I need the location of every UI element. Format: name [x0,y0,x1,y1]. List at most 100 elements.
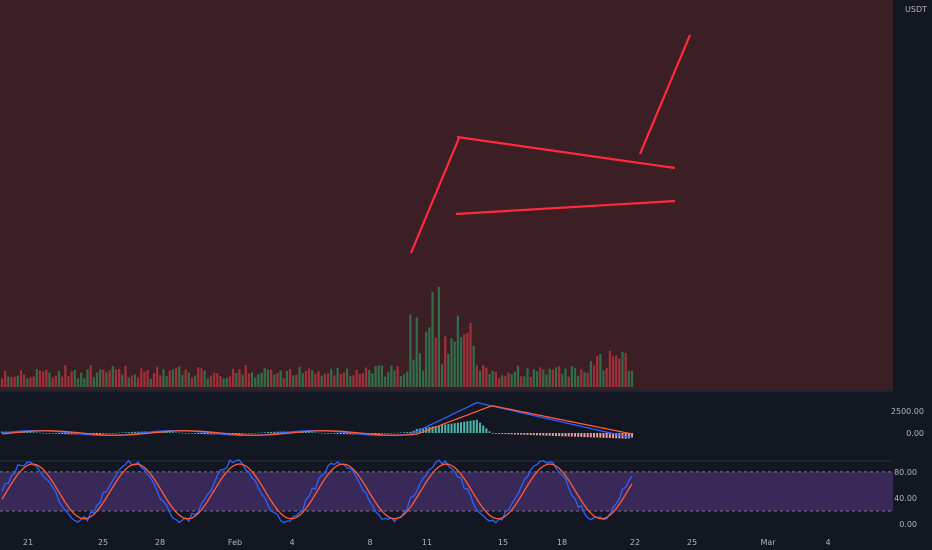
macd-histogram-bar [608,433,611,439]
volume-bar [38,370,42,387]
volume-bar [605,367,608,387]
volume-bar [390,365,393,387]
volume-bar [7,376,10,387]
time-tick-label: 25 [98,538,108,547]
volume-bar [364,367,368,387]
macd-histogram-bar [485,428,488,433]
volume-bar [434,337,437,387]
time-tick-label: 18 [557,538,567,547]
volume-bar [124,365,127,387]
macd-histogram-bar [346,433,349,435]
volume-bar [105,372,108,387]
macd-histogram-bar [333,433,336,434]
volume-bar [19,370,23,387]
impulse-leg-line[interactable] [409,137,461,254]
volume-bar [83,378,86,387]
volume-bar [317,371,320,387]
volume-bar [130,375,133,387]
macd-histogram-bar [64,433,67,435]
time-tick-label: 15 [498,538,508,547]
time-axis[interactable]: 21 25 28 Feb 4 8 11 15 18 22 25 Mar 4 [23,538,831,547]
macd-histogram-bar [393,432,396,434]
macd-histogram-bar [114,432,117,434]
volume-bar [615,355,618,387]
volume-bar [583,372,586,387]
macd-histogram-bar [545,433,548,436]
macd-histogram-bar [567,433,570,437]
axis-background [893,0,932,550]
macd-histogram-bar [48,433,51,434]
macd-histogram-bar [475,419,478,433]
macd-histogram-bar [450,423,453,433]
volume-bar [42,371,45,387]
volume-bar [209,375,213,387]
triangle-lower-trendline[interactable] [455,199,676,216]
volume-bar [304,370,308,387]
volume-bar [114,369,118,387]
volume-bar [216,373,219,387]
macd-histogram-bar [551,433,554,436]
macd-histogram-bar [507,433,510,435]
macd-histogram-bar [463,421,466,433]
volume-bar [624,353,627,387]
triangle-pattern[interactable] [409,34,692,254]
macd-histogram-bar [26,431,29,433]
signal-line [1,405,633,436]
volume-bar [558,366,561,387]
volume-bar [482,365,485,387]
macd-histogram-bar [311,432,314,433]
macd-histogram-bar [57,433,60,434]
volume-bar [396,366,399,387]
macd-histogram-bar [102,433,105,434]
volume-bar [213,372,216,387]
macd-histogram-bar [251,433,254,434]
volume-bar [311,370,314,387]
macd-histogram-bar [270,431,273,433]
volume-bar [437,287,440,387]
macd-histogram-bar [384,433,387,434]
volume-bar [548,368,551,387]
volume-bar [377,365,380,387]
time-tick-label: Mar [760,538,776,547]
macd-histogram-bar [561,433,564,437]
volume-bar [516,365,520,387]
volume-bar [618,358,621,387]
macd-histogram-bar [51,433,54,434]
volume-bar [358,373,361,387]
volume-bar [368,370,371,387]
price-axis[interactable]: USDT68000.0064000.0060000.0056000.005200… [889,0,932,550]
stoch-d-line [1,463,633,520]
breakout-projection-line[interactable] [638,34,692,155]
volume-bar [589,361,592,387]
volume-bar [307,368,311,387]
macd-histogram-bar [105,433,108,434]
volume-bar [453,341,456,387]
triangle-upper-trendline[interactable] [456,135,676,170]
macd-histogram-bar [118,432,121,434]
volume-bar [545,374,548,387]
volume-bar [564,368,567,387]
volume-bar [99,369,102,387]
volume-bar [554,367,558,387]
volume-bar [529,376,532,387]
volume-bar [402,374,406,387]
macd-histogram-bar [472,420,475,433]
macd-histogram-bar [387,433,390,434]
macd-histogram-bar [536,433,539,436]
volume-bar [26,378,29,387]
macd-histogram-bar [95,433,98,435]
volume-bar [459,337,463,387]
fib-zones [0,0,893,391]
macd-histogram-bar [523,433,526,435]
macd-histogram-bar [235,433,238,435]
volume-bar [599,354,602,387]
macd-histogram-bar [453,423,456,433]
macd-histogram-bar [1,431,3,433]
macd-histogram-bar [247,433,250,434]
volume-bar [76,378,80,387]
volume-bar [241,374,244,387]
volume-bar [374,366,377,387]
volume-bar [507,372,510,387]
volume-bar [143,371,146,387]
